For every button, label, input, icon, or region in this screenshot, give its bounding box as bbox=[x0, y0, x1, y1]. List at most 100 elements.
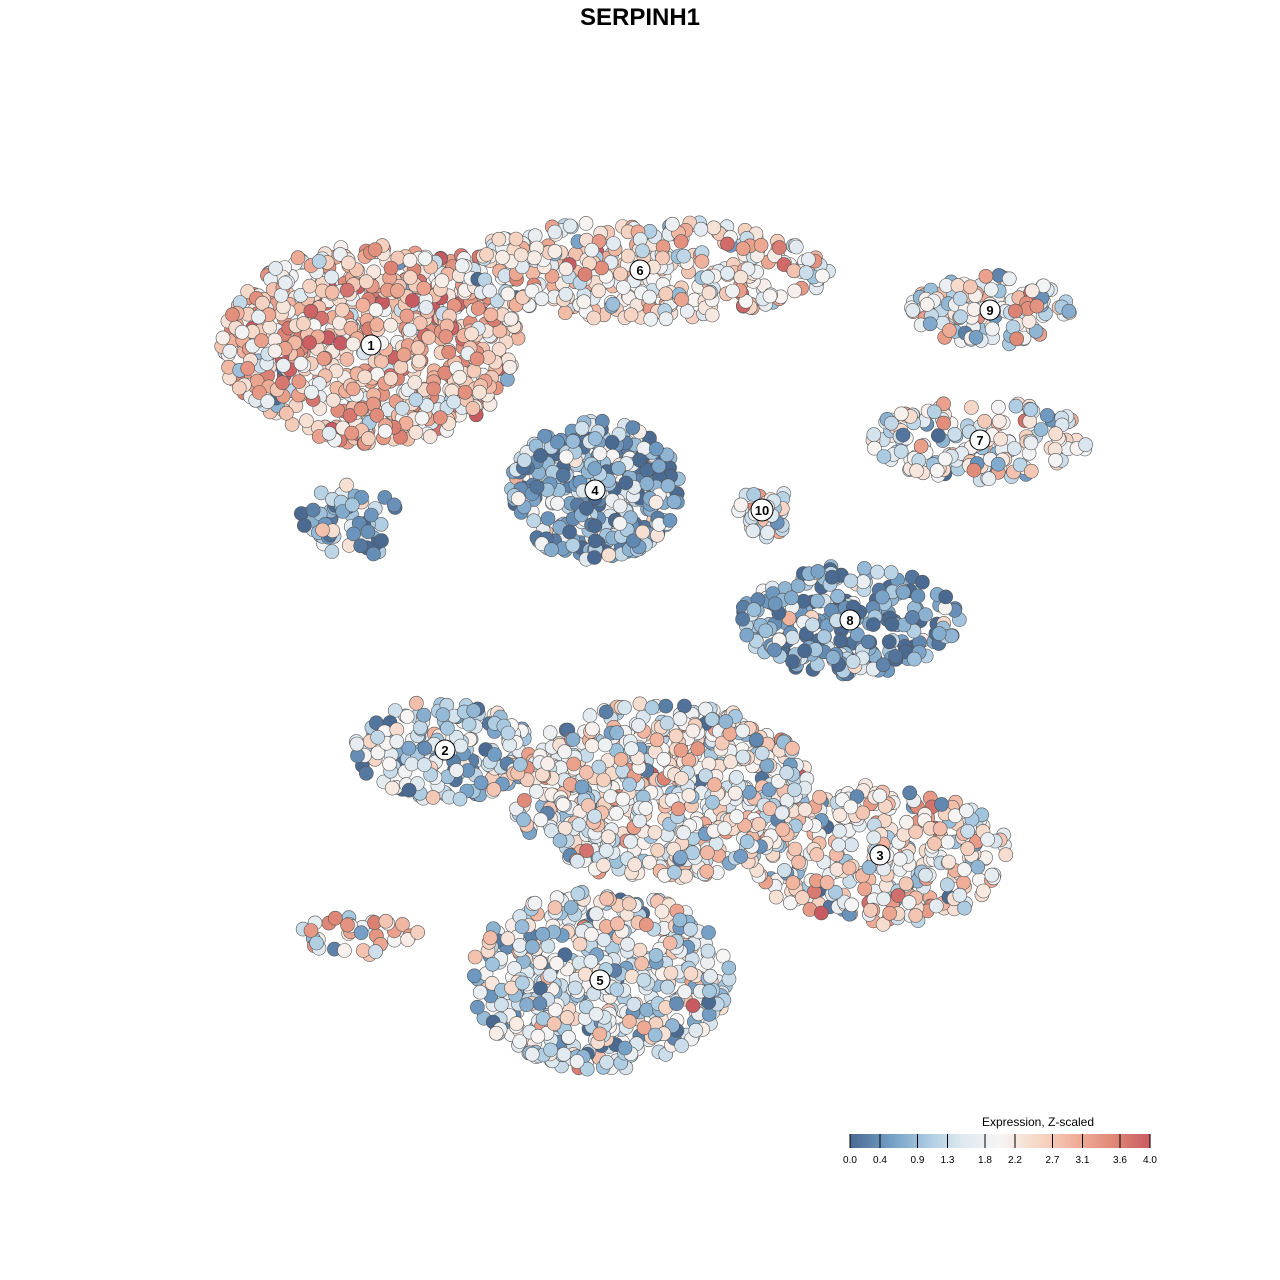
data-point bbox=[788, 239, 804, 255]
data-point bbox=[465, 401, 481, 416]
data-point bbox=[485, 956, 500, 972]
data-point bbox=[473, 775, 489, 791]
data-point bbox=[928, 898, 944, 914]
legend-tick-label: 3.6 bbox=[1113, 1155, 1127, 1166]
data-point bbox=[345, 336, 361, 352]
data-point bbox=[872, 788, 888, 804]
data-point bbox=[674, 292, 689, 307]
data-point bbox=[735, 749, 751, 765]
legend-tick-label: 3.1 bbox=[1076, 1155, 1090, 1166]
data-point bbox=[857, 881, 873, 897]
data-point bbox=[486, 782, 502, 797]
data-point bbox=[464, 326, 479, 342]
data-point bbox=[1024, 463, 1039, 479]
data-point bbox=[745, 523, 761, 539]
data-point bbox=[938, 589, 954, 605]
data-point bbox=[978, 268, 994, 284]
legend-tick-label: 1.3 bbox=[941, 1155, 955, 1166]
data-point bbox=[767, 642, 782, 658]
data-point bbox=[558, 449, 574, 465]
data-point bbox=[618, 475, 634, 491]
data-point bbox=[305, 502, 321, 518]
data-point bbox=[647, 825, 663, 840]
data-point bbox=[576, 294, 592, 310]
data-point bbox=[572, 936, 588, 952]
data-point bbox=[963, 279, 978, 295]
data-point bbox=[386, 497, 402, 513]
data-point bbox=[508, 231, 524, 247]
data-point bbox=[402, 252, 418, 268]
data-point bbox=[634, 956, 649, 971]
data-point bbox=[325, 392, 341, 408]
data-point bbox=[321, 425, 337, 441]
data-point bbox=[587, 461, 603, 476]
data-point bbox=[357, 369, 373, 385]
data-point bbox=[383, 260, 399, 276]
data-point bbox=[540, 511, 556, 526]
data-point bbox=[874, 589, 890, 605]
data-point bbox=[583, 954, 599, 969]
data-point bbox=[615, 791, 631, 807]
data-point bbox=[929, 463, 945, 478]
data-point bbox=[535, 926, 551, 942]
data-point bbox=[617, 700, 632, 715]
data-point bbox=[673, 850, 688, 865]
data-point bbox=[413, 720, 428, 735]
data-point bbox=[739, 834, 755, 850]
data-point bbox=[647, 1027, 663, 1043]
data-point bbox=[767, 596, 783, 612]
data-point bbox=[604, 434, 620, 450]
data-point bbox=[876, 449, 892, 464]
data-point bbox=[303, 923, 319, 938]
data-point bbox=[883, 565, 899, 580]
data-point bbox=[587, 808, 602, 824]
data-point bbox=[845, 654, 861, 669]
data-point bbox=[279, 405, 294, 421]
data-point bbox=[500, 931, 516, 946]
data-point bbox=[234, 324, 250, 340]
data-point bbox=[899, 814, 914, 830]
cluster-label-10: 10 bbox=[750, 498, 774, 522]
data-point bbox=[844, 837, 859, 853]
svg-text:9: 9 bbox=[986, 303, 993, 318]
data-point bbox=[801, 252, 816, 267]
data-point bbox=[768, 889, 784, 905]
data-point bbox=[915, 574, 930, 590]
data-point bbox=[412, 315, 428, 331]
color-legend: 0.0 0.4 0.9 1.3 1.8 2.2 2.7 3.1 3.6 4.0 bbox=[843, 1134, 1157, 1166]
data-point bbox=[416, 707, 432, 723]
data-point bbox=[639, 476, 655, 491]
data-point bbox=[251, 309, 266, 325]
data-point bbox=[892, 851, 908, 867]
data-point bbox=[857, 561, 872, 576]
data-point bbox=[658, 286, 674, 302]
data-point bbox=[739, 627, 755, 643]
data-point bbox=[787, 841, 803, 857]
data-point bbox=[293, 356, 309, 371]
data-point bbox=[557, 744, 573, 760]
data-point bbox=[700, 943, 716, 959]
data-point bbox=[515, 975, 530, 991]
data-point bbox=[930, 428, 946, 443]
legend-tick-label: 2.2 bbox=[1008, 1155, 1022, 1166]
data-point bbox=[577, 267, 593, 282]
data-point bbox=[650, 842, 666, 858]
data-point bbox=[384, 780, 400, 796]
data-point bbox=[896, 827, 912, 842]
data-point bbox=[932, 821, 948, 837]
data-point bbox=[311, 254, 327, 269]
data-point bbox=[466, 363, 482, 379]
data-point bbox=[674, 1038, 689, 1053]
data-point bbox=[500, 372, 515, 387]
data-point bbox=[461, 716, 477, 732]
cluster-label-8: 8 bbox=[839, 609, 861, 631]
data-point bbox=[1023, 402, 1039, 417]
data-point bbox=[1048, 426, 1063, 442]
data-point bbox=[866, 427, 882, 442]
data-point bbox=[623, 307, 639, 323]
data-point bbox=[558, 286, 574, 302]
data-point bbox=[586, 310, 602, 326]
data-point bbox=[616, 280, 631, 295]
data-point bbox=[277, 275, 293, 291]
data-point bbox=[648, 494, 664, 510]
